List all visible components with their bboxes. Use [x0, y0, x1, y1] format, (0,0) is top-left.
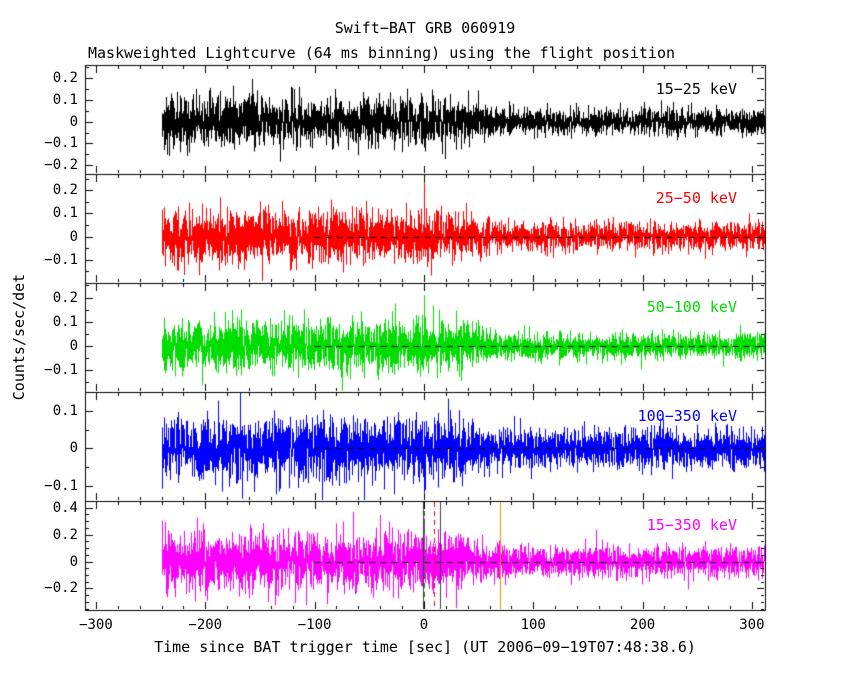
- plot-canvas: [0, 0, 850, 680]
- lightcurve-figure: Swift−BAT GRB 060919 Maskweighted Lightc…: [0, 0, 850, 680]
